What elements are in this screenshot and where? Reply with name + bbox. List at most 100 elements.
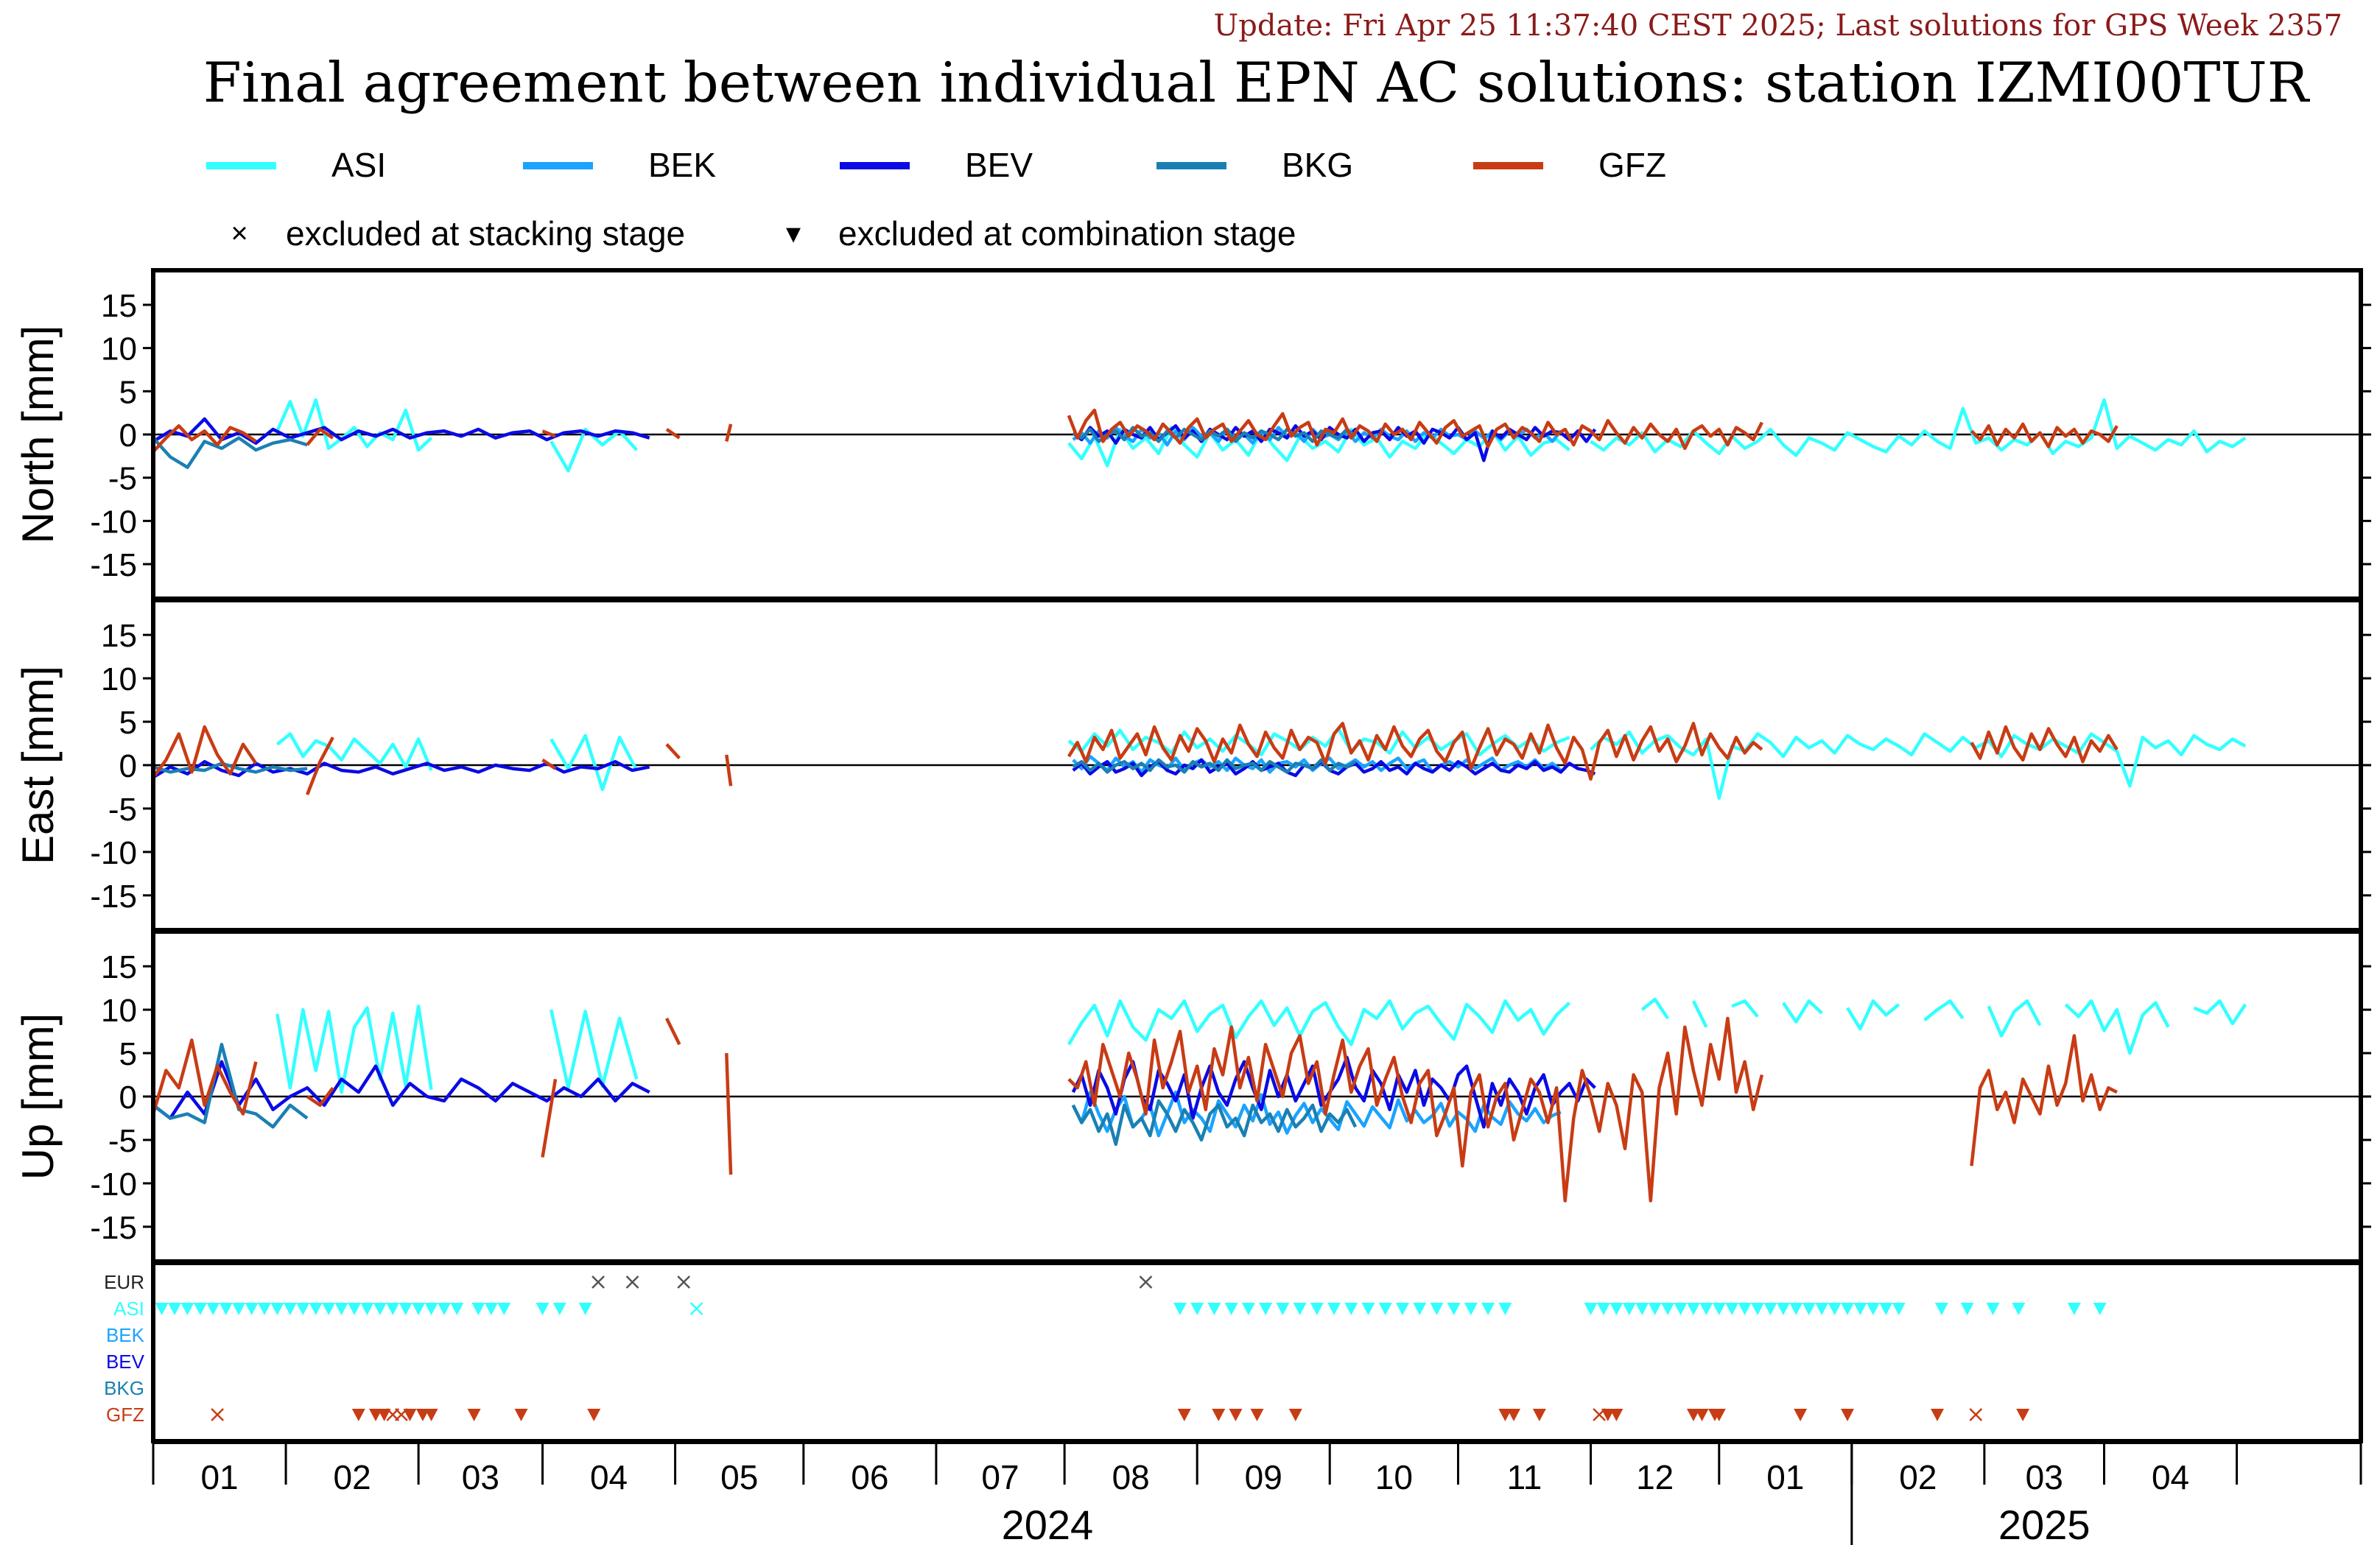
combination-exclusion-marker [322, 1303, 336, 1315]
y-tick-label: -15 [90, 1210, 137, 1246]
combination-exclusion-marker [1751, 1303, 1765, 1315]
y-tick-label: 0 [119, 748, 137, 784]
combination-exclusion-marker [2016, 1409, 2030, 1421]
combination-exclusion-marker [347, 1303, 361, 1315]
x-month-label: 05 [720, 1458, 758, 1496]
combination-exclusion-marker [1327, 1303, 1341, 1315]
update-line: Update: Fri Apr 25 11:37:40 CEST 2025; L… [1214, 9, 2342, 43]
combination-exclusion-marker [1622, 1303, 1636, 1315]
series-line-asi [550, 733, 639, 792]
series-line-bkg [1072, 426, 1357, 443]
chart-title: Final agreement between individual EPN A… [203, 50, 2311, 115]
y-tick-label: 15 [101, 618, 137, 654]
series-line-bkg [153, 761, 308, 774]
series-line-asi [550, 427, 638, 473]
exclusion-row-label-gfz: GFZ [106, 1404, 144, 1426]
panel-north: 15 10 5 0 -5 -10 -15 North [mm] [13, 268, 2371, 601]
series-line-asi [275, 398, 433, 452]
stacking-exclusion-marker [211, 1408, 225, 1421]
combination-exclusion-marker [1960, 1303, 1974, 1315]
y-tick-label: 5 [119, 1036, 137, 1072]
series-line-gfz [725, 754, 733, 786]
stacking-exclusion-marker [592, 1275, 605, 1289]
series-line-gfz [306, 1086, 334, 1108]
combination-exclusion-marker [1853, 1303, 1867, 1315]
series-group-up [153, 997, 2247, 1203]
combination-exclusion-marker [1177, 1409, 1191, 1421]
combination-exclusion-marker [1648, 1303, 1662, 1315]
combination-exclusion-marker [1776, 1303, 1790, 1315]
combination-exclusion-marker [1635, 1303, 1649, 1315]
combination-exclusion-marker [309, 1303, 323, 1315]
y-tick-label: 10 [101, 331, 137, 367]
x-month-label: 02 [333, 1458, 371, 1496]
combination-exclusion-marker [1207, 1303, 1221, 1315]
series-line-asi [275, 732, 433, 771]
exclusion-panel: EUR ASI BEK BEV BKG GFZ [104, 1261, 2363, 1443]
combination-exclusion-marker [270, 1303, 284, 1315]
combination-exclusion-marker [1584, 1303, 1598, 1315]
series-line-gfz [1067, 1016, 1764, 1203]
combination-exclusion-marker [1596, 1303, 1610, 1315]
series-line-asi [1067, 727, 1570, 757]
series-line-bkg [1072, 758, 1357, 774]
y-axis-label-east: East [mm] [13, 666, 63, 865]
series-line-gfz [306, 427, 334, 446]
y-axis-label-up: Up [mm] [13, 1013, 63, 1180]
series-line-gfz [1970, 422, 2119, 448]
exclusion-row-label-asi: ASI [113, 1298, 144, 1320]
series-line-gfz [1067, 722, 1763, 781]
combination-exclusion-marker [206, 1303, 220, 1315]
combination-exclusion-marker [258, 1303, 272, 1315]
y-tick-label: -10 [90, 835, 137, 871]
stacking-exclusion-marker [689, 1302, 703, 1315]
combination-exclusion-marker [1601, 1409, 1615, 1421]
y-tick-label: 10 [101, 993, 137, 1029]
combination-exclusion-marker [552, 1303, 566, 1315]
x-month-label: 12 [1636, 1458, 1674, 1496]
combination-exclusion-marker [1763, 1303, 1777, 1315]
legend-marker-label-0: excluded at stacking stage [286, 214, 685, 253]
combination-exclusion-marker [437, 1303, 451, 1315]
combination-exclusion-marker [412, 1303, 426, 1315]
legend-marker-symbol-1: ▾ [786, 217, 801, 250]
combination-exclusion-marker [180, 1303, 194, 1315]
combination-exclusion-marker [1712, 1409, 1726, 1421]
stacking-exclusion-marker [1139, 1275, 1153, 1289]
panels: 15 10 5 0 -5 -10 -15 North [mm] 15 10 5 0 -5 -10 -15 Ea… [13, 268, 2371, 1264]
x-year-label: 2025 [1998, 1502, 2091, 1545]
y-tick-label: 15 [101, 288, 137, 324]
legend-label-bek: BEK [648, 146, 716, 184]
series-line-asi [1640, 997, 2247, 1055]
x-month-label: 10 [1375, 1458, 1413, 1496]
stacking-exclusion-marker [1593, 1408, 1607, 1421]
series-line-bkg [1071, 1099, 1358, 1147]
combination-exclusion-marker [219, 1303, 233, 1315]
combination-exclusion-marker [245, 1303, 259, 1315]
series-line-asi [275, 1004, 433, 1094]
combination-exclusion-marker [155, 1303, 169, 1315]
x-month-label: 04 [590, 1458, 628, 1496]
combination-exclusion-marker [334, 1303, 348, 1315]
combination-exclusion-marker [424, 1303, 438, 1315]
y-tick-label: -10 [90, 1166, 137, 1203]
stacking-exclusion-marker [625, 1275, 639, 1289]
combination-exclusion-marker [296, 1303, 310, 1315]
y-tick-label: 15 [101, 949, 137, 985]
x-year-label: 2024 [1002, 1502, 1094, 1545]
combination-exclusion-marker [1447, 1303, 1461, 1315]
combination-exclusion-marker [1610, 1409, 1623, 1421]
combination-exclusion-marker [360, 1303, 374, 1315]
combination-exclusion-marker [1190, 1303, 1204, 1315]
combination-exclusion-marker [1498, 1303, 1512, 1315]
series-line-bkg [153, 436, 308, 469]
combination-exclusion-marker [497, 1303, 511, 1315]
exclusion-row-label-bek: BEK [106, 1324, 145, 1346]
combination-exclusion-marker [1686, 1409, 1700, 1421]
combination-exclusion-marker [1481, 1303, 1495, 1315]
y-tick-label: -5 [108, 461, 137, 497]
combination-exclusion-marker [1815, 1303, 1829, 1315]
combination-exclusion-marker [193, 1303, 207, 1315]
combination-exclusion-marker [1532, 1409, 1546, 1421]
